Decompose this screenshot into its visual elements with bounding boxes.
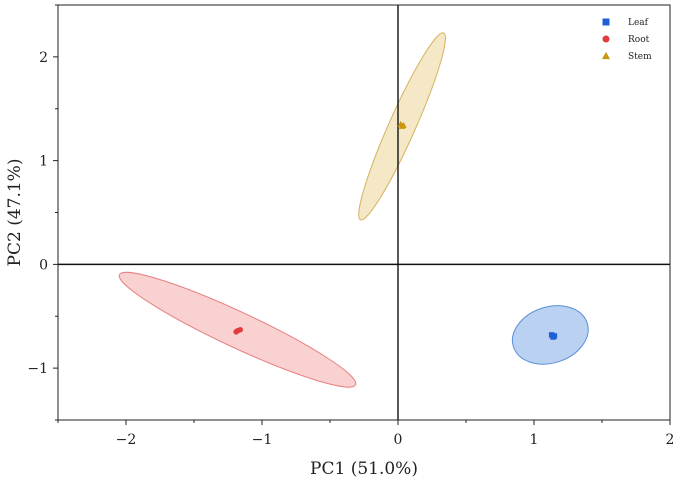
y-axis-title: PC2 (47.1%) — [5, 159, 25, 267]
leaf-point-2 — [550, 334, 556, 340]
legend: Leaf Root Stem — [602, 18, 652, 62]
x-tick-label-2: 0 — [394, 432, 403, 448]
x-tick-label-0: −2 — [116, 432, 137, 448]
x-axis-title: PC1 (51.0%) — [310, 459, 418, 479]
leaf-legend-marker — [602, 18, 610, 26]
data-points — [233, 120, 558, 340]
x-tick-label-4: 2 — [666, 432, 675, 448]
zero-lines — [58, 5, 670, 420]
root-legend-label: Root — [628, 35, 650, 45]
leaf-legend-label: Leaf — [628, 18, 649, 28]
stem-legend-label: Stem — [628, 52, 652, 62]
y-tick-label-3: 2 — [39, 50, 48, 66]
axis-ticks: −2 −1 0 1 2 −1 0 1 2 — [27, 4, 675, 448]
y-tick-label-1: 0 — [39, 257, 48, 273]
root-point-1 — [237, 326, 243, 333]
root-legend-marker — [602, 35, 610, 43]
x-tick-label-1: −1 — [252, 432, 273, 448]
x-tick-label-3: 1 — [530, 432, 539, 448]
confidence-ellipses — [118, 32, 589, 388]
stem-point-2 — [400, 121, 407, 128]
stem-legend-marker — [602, 51, 610, 60]
y-tick-label-2: 1 — [39, 154, 48, 170]
y-tick-label-0: −1 — [27, 361, 48, 377]
root-point-2 — [233, 329, 239, 335]
